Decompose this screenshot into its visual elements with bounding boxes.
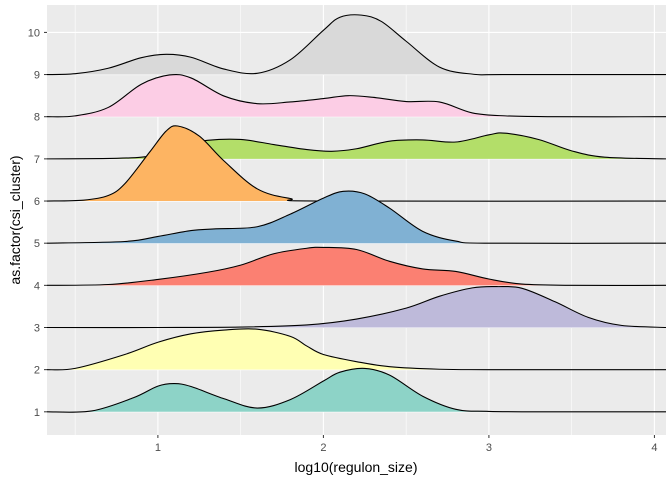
- y-axis-title: as.factor(csi_cluster): [7, 155, 23, 284]
- y-tick-label: 9: [34, 70, 40, 82]
- x-axis-title: log10(regulon_size): [295, 459, 418, 475]
- y-tick-label: 10: [28, 27, 40, 39]
- y-tick-label: 1: [34, 407, 40, 419]
- x-tick-label: 4: [651, 442, 657, 454]
- y-tick-label: 3: [34, 323, 40, 335]
- y-tick-label: 8: [34, 112, 40, 124]
- x-tick-label: 2: [320, 442, 326, 454]
- x-axis: 1 2 3 4: [155, 435, 658, 454]
- y-tick-label: 5: [34, 238, 40, 250]
- y-tick-label: 7: [34, 154, 40, 166]
- y-tick-label: 6: [34, 196, 40, 208]
- y-axis: 1 2 3 4 5 6 7 8 9 10: [28, 27, 47, 418]
- x-tick-label: 1: [155, 442, 161, 454]
- x-tick-label: 3: [486, 442, 492, 454]
- y-tick-label: 4: [34, 280, 40, 292]
- y-tick-label: 2: [34, 365, 40, 377]
